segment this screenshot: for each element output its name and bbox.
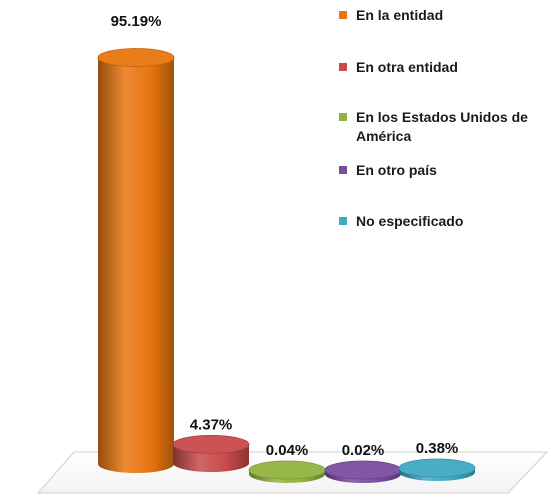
bar-top-4 xyxy=(324,460,402,480)
legend-swatch-5 xyxy=(339,217,347,225)
data-label-4: 0.02% xyxy=(342,442,385,459)
bar-top-5 xyxy=(398,458,476,478)
bar-body-1 xyxy=(98,57,174,474)
legend-label-5: No especificado xyxy=(356,213,464,229)
bar-1 xyxy=(97,48,175,474)
bar-3 xyxy=(248,460,326,483)
legend-item-3: En los Estados Unidos de América xyxy=(339,108,546,146)
legend-item-2: En otra entidad xyxy=(339,58,546,77)
data-label-2: 4.37% xyxy=(190,416,233,433)
bar-5 xyxy=(398,458,476,481)
legend-swatch-3 xyxy=(339,113,347,121)
legend-label-2: En otra entidad xyxy=(356,59,458,75)
data-label-5: 0.38% xyxy=(416,440,459,457)
legend-label-3: En los Estados Unidos de América xyxy=(356,109,528,144)
bar-4 xyxy=(324,460,402,483)
data-labels-group: 95.19% 4.37% 0.04% 0.02% 0.38% xyxy=(111,13,459,459)
bar-top-3 xyxy=(248,460,326,480)
legend-swatch-4 xyxy=(339,166,347,174)
bar-2 xyxy=(172,434,250,472)
legend-item-5: No especificado xyxy=(339,212,546,231)
bar-top-2 xyxy=(172,434,250,454)
data-label-1: 95.19% xyxy=(111,13,162,30)
legend-label-4: En otro país xyxy=(356,162,437,178)
legend-item-4: En otro país xyxy=(339,161,546,180)
legend-swatch-2 xyxy=(339,63,347,71)
data-label-3: 0.04% xyxy=(266,442,309,459)
bars-group xyxy=(97,48,476,483)
bar-top-1 xyxy=(97,48,175,67)
legend-label-1: En la entidad xyxy=(356,7,444,23)
legend-swatch-1 xyxy=(339,11,347,19)
legend-item-1: En la entidad xyxy=(339,6,546,25)
